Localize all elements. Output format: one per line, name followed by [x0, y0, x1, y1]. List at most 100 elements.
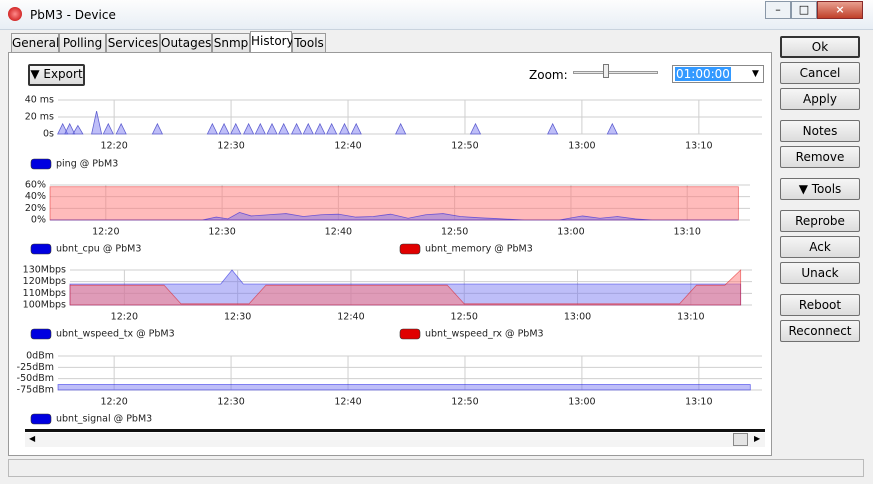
x-tick-label: 13:10 — [677, 312, 704, 323]
side-button[interactable]: Remove — [780, 146, 860, 168]
tab[interactable]: Tools — [292, 33, 326, 53]
y-tick-label: -50dBm — [17, 373, 54, 384]
ping-spike — [302, 122, 314, 135]
scroll-thumb[interactable] — [733, 433, 748, 446]
scrollbar[interactable]: ◀ ▶ — [25, 433, 765, 447]
x-tick-label: 12:20 — [92, 227, 119, 238]
ping-spike — [72, 124, 84, 135]
side-button[interactable]: Reprobe — [780, 210, 860, 232]
zoom-combobox[interactable]: 01:00:00 ▼ — [672, 65, 764, 83]
side-button[interactable]: Notes — [780, 120, 860, 142]
button-label: Reprobe — [795, 214, 845, 228]
button-label: Notes — [802, 124, 838, 138]
dropdown-arrow: ▼ — [798, 182, 812, 196]
ping-spike — [115, 122, 127, 135]
tab[interactable]: Polling — [59, 33, 106, 53]
series-area — [57, 384, 751, 391]
x-tick-label: 12:20 — [100, 141, 127, 152]
y-tick-label: 110Mbps — [23, 288, 66, 299]
ping-spike — [218, 122, 230, 135]
y-tick-label: 20 ms — [25, 112, 54, 123]
x-tick-label: 13:00 — [568, 141, 595, 152]
export-button[interactable]: ▼ Export — [28, 64, 85, 86]
legend-swatch — [30, 158, 52, 170]
status-bar — [8, 459, 864, 477]
ping-spike — [314, 122, 326, 135]
y-tick-label: 0s — [43, 129, 54, 140]
close-button[interactable]: × — [817, 1, 863, 19]
y-tick-label: 130Mbps — [23, 265, 66, 276]
button-label: Ack — [809, 240, 831, 254]
export-label: Export — [43, 67, 83, 81]
y-tick-label: 0% — [31, 215, 46, 226]
title-bar: PbM3 - Device – □ × — [0, 0, 873, 30]
button-label: Cancel — [799, 66, 841, 80]
ping-spike — [206, 122, 219, 135]
x-tick-label: 12:50 — [451, 397, 478, 408]
x-tick-label: 12:30 — [217, 397, 244, 408]
x-tick-label: 13:00 — [557, 227, 584, 238]
side-button[interactable]: Apply — [780, 88, 860, 110]
y-tick-label: 40 ms — [25, 95, 54, 106]
x-tick-label: 12:40 — [334, 141, 361, 152]
legend-label: ubnt_wspeed_rx @ PbM3 — [425, 329, 544, 340]
ping-spike — [326, 122, 338, 135]
ping-spike — [102, 122, 114, 135]
ping-spike — [254, 122, 266, 135]
ping-spike — [91, 110, 103, 135]
ping-spike — [350, 122, 362, 135]
series-area — [50, 211, 739, 221]
x-tick-label: 13:10 — [674, 227, 701, 238]
y-tick-label: 0dBm — [26, 351, 54, 362]
series-area — [69, 269, 742, 306]
ping-spike — [57, 122, 69, 135]
x-tick-label: 12:50 — [451, 312, 478, 323]
zoom-thumb[interactable] — [603, 64, 609, 78]
legend-swatch — [399, 243, 421, 255]
side-button[interactable]: Ack — [780, 236, 860, 258]
legend-swatch — [30, 328, 52, 340]
x-tick-label: 12:40 — [337, 312, 364, 323]
y-tick-label: 120Mbps — [23, 276, 66, 287]
side-button[interactable]: Reconnect — [780, 320, 860, 342]
zoom-slider[interactable] — [573, 71, 658, 74]
y-tick-label: 100Mbps — [23, 300, 66, 311]
x-tick-label: 12:30 — [224, 312, 251, 323]
side-button[interactable]: Reboot — [780, 294, 860, 316]
dropdown-arrow: ▼ — [30, 67, 44, 81]
tab[interactable]: History — [250, 31, 294, 53]
scroll-right[interactable]: ▶ — [754, 434, 761, 443]
side-button[interactable]: Ok — [780, 36, 860, 58]
button-label: Reconnect — [788, 324, 852, 338]
maximize-button[interactable]: □ — [791, 1, 817, 19]
y-tick-label: -25dBm — [17, 362, 54, 373]
zoom-label: Zoom: — [529, 68, 568, 82]
tab[interactable]: General — [11, 33, 59, 53]
x-tick-label: 13:10 — [685, 397, 712, 408]
ping-spike — [278, 122, 290, 135]
legend-swatch — [30, 413, 52, 425]
app-icon — [8, 7, 22, 21]
frame-line — [25, 429, 765, 432]
ping-spike — [395, 122, 407, 135]
tab[interactable]: Snmp — [212, 33, 250, 53]
y-tick-label: 20% — [25, 203, 46, 214]
scroll-left[interactable]: ◀ — [29, 434, 36, 443]
side-button[interactable]: Unack — [780, 262, 860, 284]
side-button[interactable]: ▼ Tools — [780, 178, 860, 200]
tab[interactable]: Outages — [160, 33, 212, 53]
x-tick-label: 12:50 — [441, 227, 468, 238]
ping-spike — [290, 122, 303, 135]
legend-swatch — [30, 243, 52, 255]
ping-spike — [266, 122, 278, 135]
ping-spike — [547, 122, 559, 135]
y-tick-label: 60% — [25, 180, 46, 191]
ping-spike — [469, 122, 482, 135]
side-button[interactable]: Cancel — [780, 62, 860, 84]
x-tick-label: 12:50 — [451, 141, 478, 152]
minimize-button[interactable]: – — [765, 1, 791, 19]
y-tick-label: -75dBm — [17, 385, 54, 396]
y-tick-label: 40% — [25, 191, 46, 202]
tab[interactable]: Services — [106, 33, 160, 53]
